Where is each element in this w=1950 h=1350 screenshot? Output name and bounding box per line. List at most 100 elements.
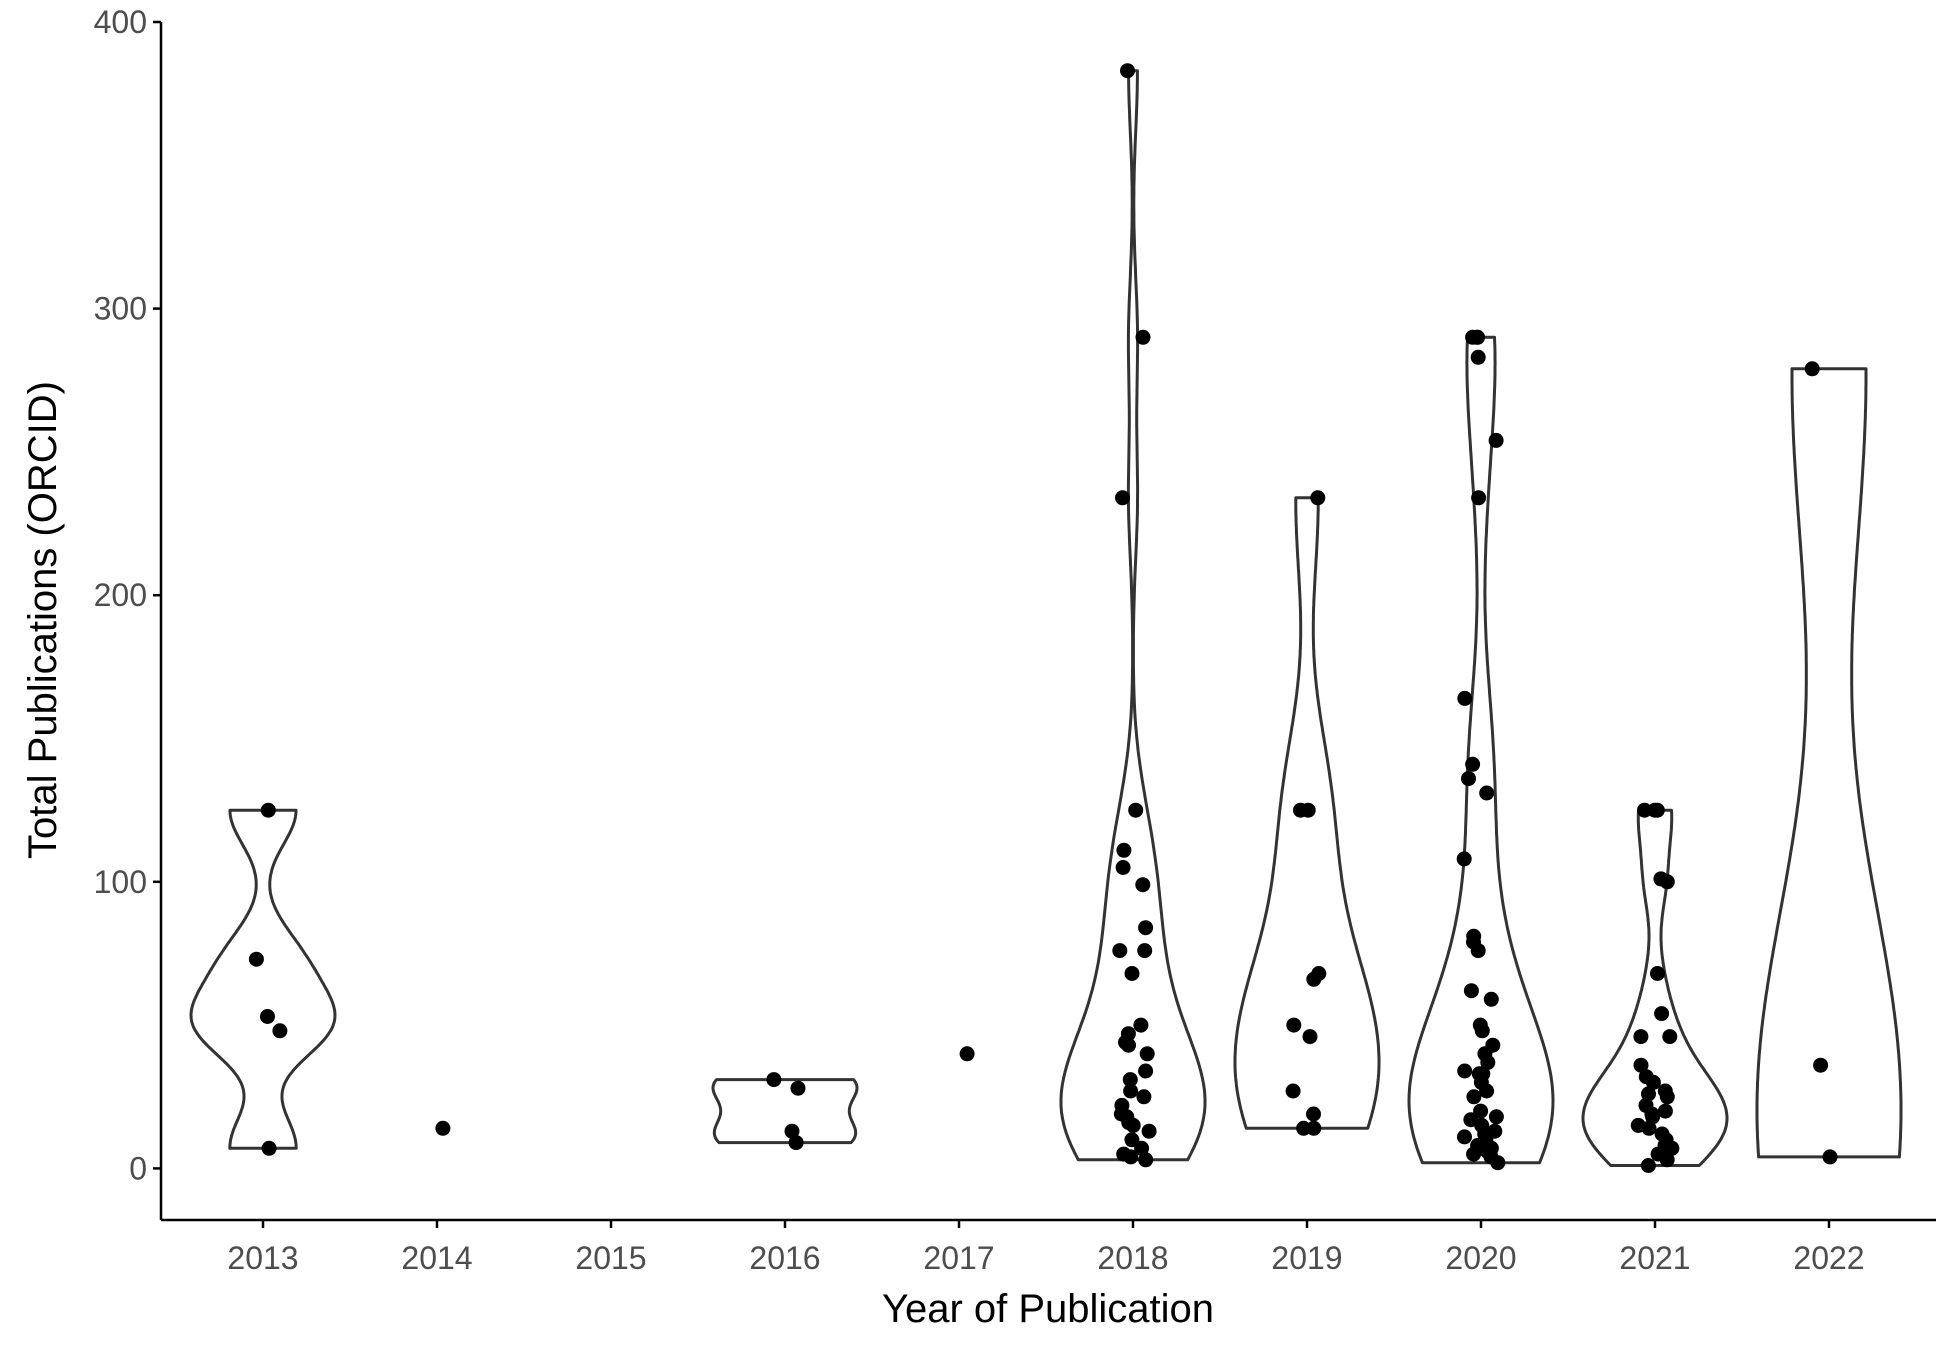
- data-point-2020: [1479, 1083, 1495, 1099]
- y-tick-label: 300: [94, 291, 147, 327]
- data-point-2018: [1123, 1149, 1139, 1165]
- violin-2022: [1755, 367, 1903, 1159]
- data-point-2018: [1124, 1132, 1140, 1148]
- data-point-2020: [1466, 1089, 1482, 1105]
- x-tick-label: 2013: [227, 1240, 298, 1276]
- data-point-2020: [1470, 943, 1486, 959]
- data-point-2021: [1654, 1006, 1670, 1022]
- data-point-2016: [784, 1123, 800, 1139]
- data-point-2021: [1641, 1086, 1656, 1102]
- data-point-2016: [766, 1072, 782, 1088]
- data-point-2018: [1138, 920, 1154, 936]
- data-point-2020: [1488, 1109, 1504, 1125]
- data-point-2021: [1664, 1140, 1680, 1156]
- data-point-2021: [1659, 1089, 1675, 1105]
- data-point-2020: [1465, 756, 1481, 772]
- y-tick-label: 100: [94, 864, 147, 900]
- data-point-2019: [1302, 1029, 1318, 1045]
- data-point-2019: [1306, 971, 1322, 987]
- data-point-2022: [1804, 361, 1820, 377]
- data-point-2018: [1138, 1152, 1154, 1168]
- violin-layer: [189, 69, 1903, 1167]
- x-tick-label: 2022: [1793, 1240, 1864, 1276]
- x-tick-label: 2019: [1271, 1240, 1342, 1276]
- data-point-2021: [1657, 1103, 1673, 1119]
- y-tick-label: 400: [94, 4, 147, 40]
- data-point-2021: [1650, 966, 1665, 981]
- data-point-2020: [1474, 1023, 1490, 1039]
- data-point-2018: [1128, 802, 1144, 818]
- data-point-2021: [1640, 1158, 1656, 1173]
- data-point-2019: [1300, 802, 1316, 818]
- data-point-2018: [1120, 63, 1135, 79]
- x-tick-label: 2014: [401, 1240, 472, 1276]
- data-point-2019: [1306, 1120, 1322, 1136]
- data-point-2018: [1121, 1037, 1136, 1053]
- data-point-2022: [1813, 1057, 1829, 1073]
- data-point-2019: [1285, 1083, 1301, 1099]
- data-point-2018: [1133, 1017, 1149, 1033]
- data-point-2018: [1124, 966, 1140, 981]
- y-tick-label: 200: [94, 577, 147, 613]
- data-point-2020: [1470, 329, 1486, 345]
- x-axis-ticks: 2013 2014 2015 2016 2017 2018 2019 2020 2021 2022: [227, 1220, 1865, 1276]
- y-axis-title: Total Publications (ORCID): [21, 381, 65, 859]
- data-point-2020: [1488, 432, 1504, 448]
- data-point-2018: [1125, 1117, 1141, 1133]
- data-point-2021: [1633, 1057, 1649, 1073]
- data-point-2020: [1483, 991, 1499, 1007]
- data-point-2018: [1138, 1063, 1154, 1079]
- data-point-2013: [260, 1009, 275, 1024]
- data-point-2020: [1457, 690, 1473, 706]
- data-point-2021: [1637, 802, 1652, 818]
- data-point-2014: [435, 1120, 451, 1136]
- x-tick-label: 2021: [1619, 1240, 1690, 1276]
- data-point-2018: [1123, 1083, 1139, 1099]
- data-point-2020: [1457, 1063, 1473, 1079]
- data-point-2013: [248, 951, 264, 967]
- data-point-2021: [1633, 1029, 1649, 1045]
- data-point-2020: [1466, 1146, 1482, 1162]
- data-point-2013: [261, 1140, 277, 1156]
- data-point-2018: [1135, 877, 1151, 893]
- x-tick-label: 2015: [575, 1240, 646, 1276]
- data-point-2020: [1480, 1054, 1496, 1070]
- data-point-2016: [788, 1135, 804, 1151]
- data-point-2020: [1463, 983, 1479, 999]
- data-point-2018: [1137, 943, 1153, 959]
- data-point-2020: [1471, 490, 1487, 506]
- data-point-2021: [1659, 1152, 1675, 1168]
- data-point-2019: [1310, 490, 1326, 506]
- data-point-2016: [790, 1080, 806, 1096]
- x-tick-label: 2016: [749, 1240, 820, 1276]
- data-point-2021: [1662, 1029, 1678, 1045]
- data-point-2020: [1490, 1155, 1506, 1171]
- data-point-2018: [1115, 490, 1130, 506]
- data-point-2018: [1135, 329, 1151, 345]
- data-point-2018: [1115, 860, 1131, 875]
- data-point-2018: [1116, 842, 1132, 858]
- data-point-2021: [1645, 1109, 1661, 1125]
- data-point-2018: [1134, 1140, 1150, 1156]
- x-axis-title: Year of Publication: [882, 1287, 1214, 1331]
- point-layer: [248, 63, 1838, 1173]
- data-point-2020: [1457, 1129, 1472, 1145]
- violin-2016: [711, 1078, 859, 1145]
- data-point-2021: [1659, 874, 1675, 890]
- y-tick-label: 0: [129, 1150, 147, 1186]
- data-point-2020: [1479, 785, 1495, 801]
- x-tick-label: 2017: [923, 1240, 994, 1276]
- x-tick-label: 2020: [1445, 1240, 1516, 1276]
- data-point-2020: [1461, 771, 1476, 787]
- x-tick-label: 2018: [1097, 1240, 1168, 1276]
- data-point-2018: [1122, 1072, 1138, 1088]
- data-point-2018: [1136, 1089, 1152, 1105]
- data-point-2018: [1139, 1046, 1155, 1062]
- data-point-2018: [1141, 1123, 1157, 1139]
- violin-2013: [189, 808, 337, 1150]
- violin-2020: [1407, 335, 1555, 1165]
- data-point-2020: [1473, 1103, 1489, 1119]
- data-point-2022: [1822, 1149, 1838, 1165]
- data-point-2017: [959, 1046, 975, 1062]
